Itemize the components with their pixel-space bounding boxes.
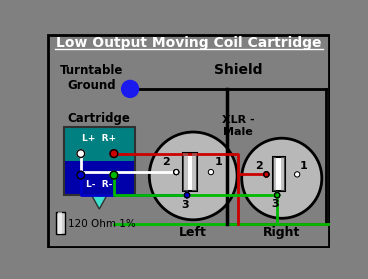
Bar (192, 153, 197, 191)
Circle shape (121, 80, 138, 97)
Text: Turntable
Ground: Turntable Ground (60, 64, 123, 92)
Circle shape (174, 169, 179, 175)
Text: Low Output Moving Coil Cartridge: Low Output Moving Coil Cartridge (56, 37, 321, 50)
Circle shape (294, 172, 300, 177)
Text: Right: Right (263, 226, 300, 239)
Circle shape (242, 138, 322, 218)
Bar (64, 161, 135, 195)
Text: 3: 3 (182, 200, 189, 210)
Text: XLR -
Male: XLR - Male (222, 115, 254, 137)
Circle shape (264, 172, 269, 177)
Bar (183, 153, 197, 191)
Text: Left: Left (179, 226, 207, 239)
Circle shape (275, 193, 280, 198)
Text: 2: 2 (162, 157, 170, 167)
Bar (64, 128, 135, 195)
Circle shape (174, 169, 179, 175)
Circle shape (77, 150, 85, 157)
Circle shape (208, 169, 214, 175)
Circle shape (110, 171, 118, 179)
Text: 1: 1 (300, 161, 307, 171)
Bar (281, 157, 285, 191)
Circle shape (275, 193, 280, 198)
Text: 2: 2 (255, 161, 262, 171)
Circle shape (149, 132, 237, 220)
Circle shape (110, 150, 118, 157)
Circle shape (184, 193, 190, 198)
Bar (64, 128, 135, 161)
Circle shape (264, 172, 269, 177)
Bar (56, 212, 65, 234)
Text: Shield: Shield (214, 63, 262, 78)
Text: Cartridge: Cartridge (68, 112, 131, 125)
Bar (59, 212, 62, 234)
Circle shape (77, 171, 85, 179)
Bar (273, 157, 276, 191)
Circle shape (184, 193, 190, 198)
Bar (183, 153, 188, 191)
Text: L-  R-: L- R- (86, 180, 113, 189)
Text: 120 Ohm 1%: 120 Ohm 1% (68, 220, 135, 229)
Text: L+  R+: L+ R+ (82, 134, 116, 143)
Bar (273, 157, 285, 191)
Polygon shape (92, 195, 107, 209)
Text: 1: 1 (215, 157, 223, 167)
Text: 3: 3 (272, 199, 279, 209)
